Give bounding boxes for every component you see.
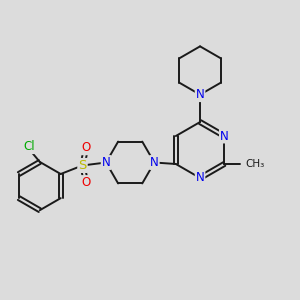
Text: N: N — [220, 130, 229, 142]
Text: Cl: Cl — [24, 140, 35, 153]
Text: O: O — [81, 176, 91, 189]
Text: CH₃: CH₃ — [246, 159, 265, 169]
Text: N: N — [196, 172, 204, 184]
Text: O: O — [81, 141, 91, 154]
Text: N: N — [196, 88, 204, 101]
Text: N: N — [150, 156, 159, 169]
Text: N: N — [102, 156, 110, 169]
Text: S: S — [78, 159, 87, 172]
